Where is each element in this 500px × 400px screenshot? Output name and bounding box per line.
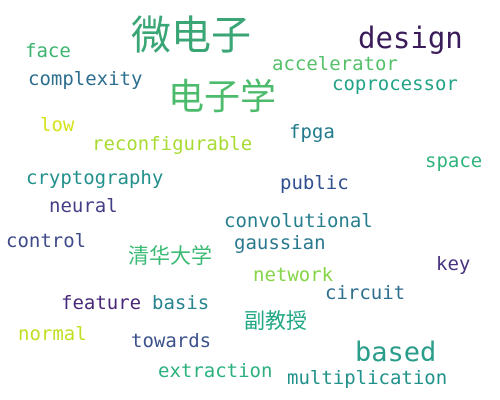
word-qinghua-daxue: 清华大学 bbox=[128, 244, 212, 268]
word-gaussian: gaussian bbox=[234, 232, 326, 254]
word-normal: normal bbox=[18, 323, 87, 345]
word-fujiaoshou: 副教授 bbox=[244, 309, 307, 333]
word-multiplication: multiplication bbox=[287, 367, 448, 389]
word-dianzixue: 电子学 bbox=[168, 77, 277, 118]
word-network: network bbox=[253, 264, 334, 286]
word-basis: basis bbox=[152, 292, 210, 314]
word-face: face bbox=[25, 40, 71, 62]
word-complexity: complexity bbox=[28, 68, 143, 90]
word-based: based bbox=[355, 337, 437, 368]
word-control: control bbox=[6, 230, 87, 252]
word-feature: feature bbox=[61, 292, 142, 314]
word-space: space bbox=[425, 150, 483, 172]
word-cryptography: cryptography bbox=[26, 167, 164, 189]
word-towards: towards bbox=[131, 330, 212, 352]
word-coprocessor: coprocessor bbox=[332, 73, 458, 95]
word-key: key bbox=[436, 253, 471, 275]
word-accelerator: accelerator bbox=[272, 53, 398, 75]
word-extraction: extraction bbox=[158, 360, 273, 382]
word-convolutional: convolutional bbox=[224, 210, 373, 232]
word-circuit: circuit bbox=[325, 282, 406, 304]
word-public: public bbox=[280, 172, 349, 194]
word-design: design bbox=[358, 21, 463, 55]
word-weidianzi: 微电子 bbox=[131, 13, 251, 59]
word-low: low bbox=[40, 114, 75, 136]
word-neural: neural bbox=[49, 195, 118, 217]
word-reconfigurable: reconfigurable bbox=[92, 133, 253, 155]
word-fpga: fpga bbox=[289, 121, 335, 143]
